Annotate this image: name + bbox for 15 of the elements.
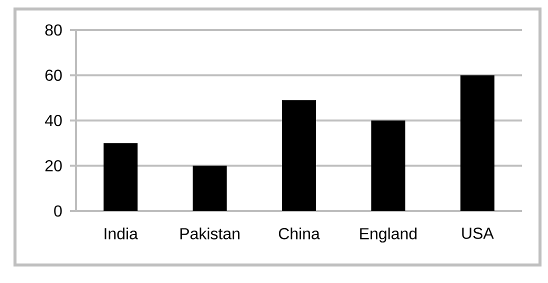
y-tick-label: 80 bbox=[45, 24, 62, 36]
y-tick-label: 60 bbox=[45, 70, 62, 81]
bar bbox=[192, 166, 227, 211]
bar bbox=[104, 143, 138, 211]
y-tick-label: 0 bbox=[54, 205, 62, 217]
x-tick-label: England bbox=[360, 228, 417, 243]
bar bbox=[371, 120, 406, 211]
x-tick-label: USA bbox=[462, 228, 494, 239]
bar bbox=[282, 100, 316, 211]
y-tick-label: 40 bbox=[44, 114, 62, 126]
y-tick-label: 20 bbox=[45, 160, 62, 172]
bar bbox=[460, 75, 494, 211]
x-tick-label: Pakistan bbox=[180, 228, 240, 240]
x-tick-label: China bbox=[278, 228, 320, 240]
x-tick-label: India bbox=[104, 228, 138, 240]
